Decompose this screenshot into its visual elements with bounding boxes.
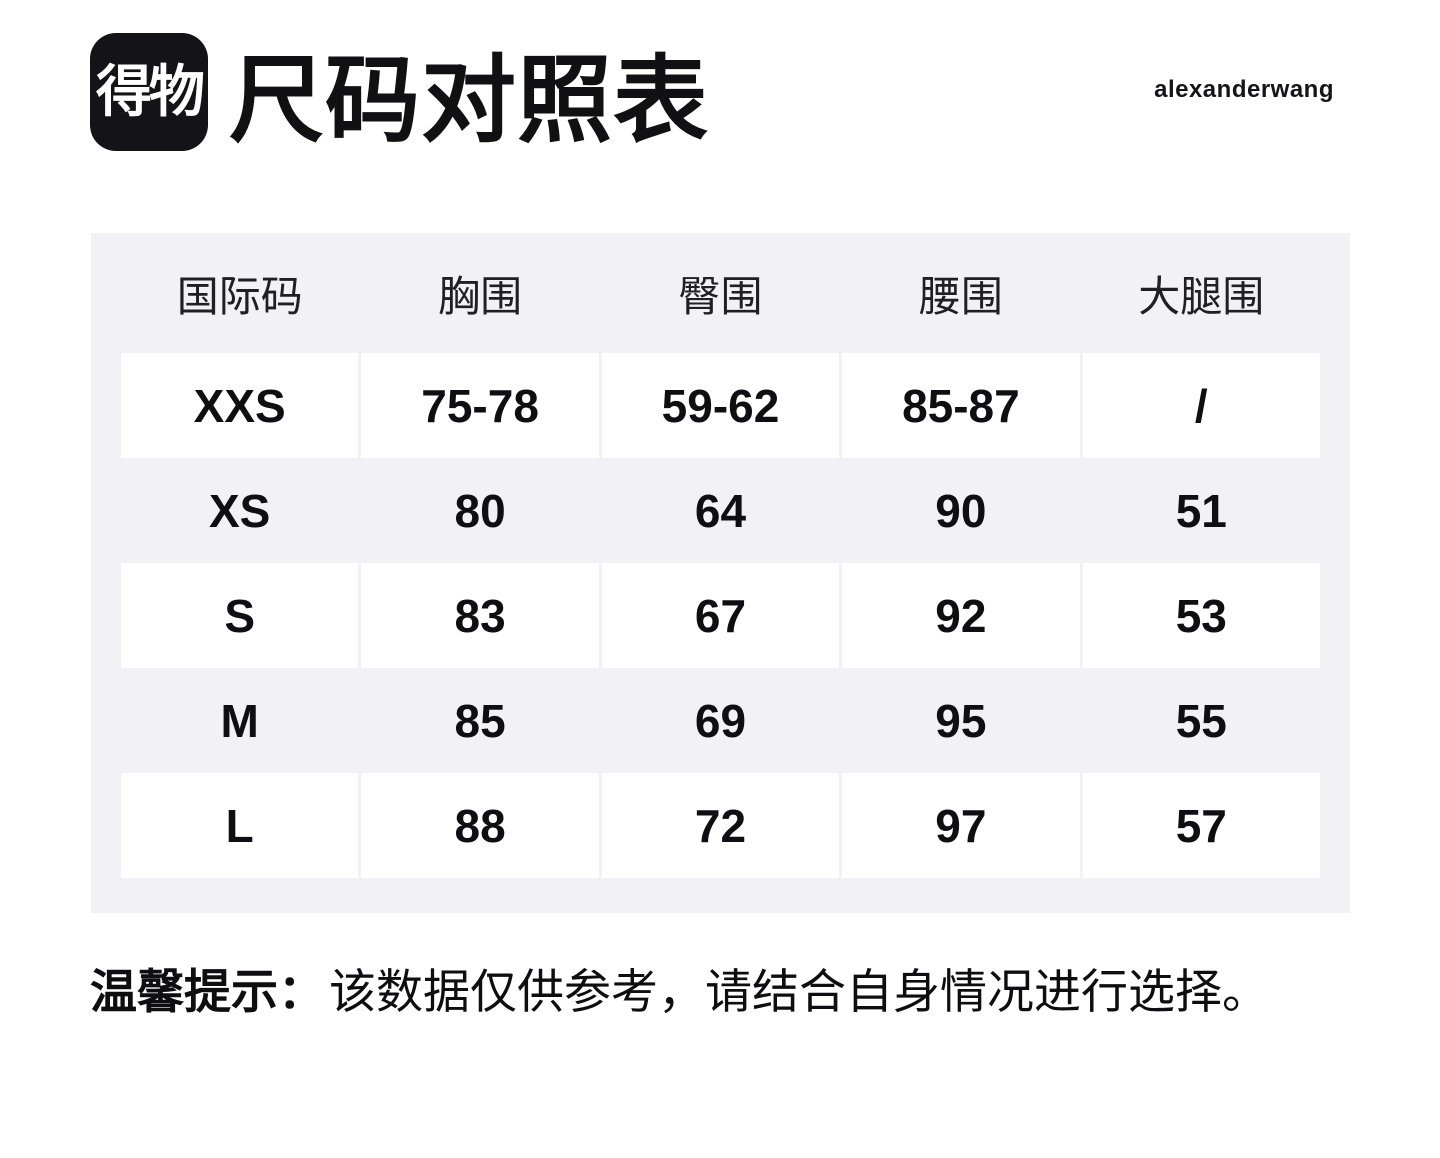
notice-text: 温馨提示：该数据仅供参考，请结合自身情况进行选择。 <box>90 963 1269 1022</box>
cell-thigh: 55 <box>1175 694 1227 747</box>
cell-hip: 69 <box>694 694 747 747</box>
dewu-logo: 得物 <box>90 33 208 151</box>
cell-size: XXS <box>121 353 359 458</box>
header-cell-hip: 臀围 <box>678 272 763 320</box>
dewu-logo-text: 得物 <box>96 60 205 123</box>
cell-size: XS <box>209 484 271 537</box>
cell-size: L <box>121 773 359 878</box>
cell-size: S <box>121 563 359 668</box>
header-cell-intl-size: 国际码 <box>176 272 303 320</box>
cell-thigh: 57 <box>1082 773 1320 878</box>
table-row-m: M 85 69 95 55 <box>121 668 1320 773</box>
table-header-row: 国际码 胸围 臀围 腰围 大腿围 <box>121 233 1320 353</box>
cell-hip: 59-62 <box>601 353 840 458</box>
header-cell-chest: 胸围 <box>438 272 523 320</box>
table-row-s: S 83 67 92 53 <box>121 563 1320 668</box>
cell-thigh: 53 <box>1082 563 1320 668</box>
page-title: 尺码对照表 <box>229 47 710 154</box>
header-cell-thigh: 大腿围 <box>1138 272 1265 320</box>
cell-chest: 75-78 <box>361 353 599 458</box>
cell-waist: 90 <box>935 484 987 537</box>
cell-chest: 80 <box>454 484 506 537</box>
cell-chest: 88 <box>361 773 599 878</box>
notice-body: 该数据仅供参考，请结合自身情况进行选择。 <box>329 965 1269 1018</box>
cell-thigh: / <box>1082 353 1320 458</box>
brand-wordmark: alexanderwang <box>1154 76 1334 103</box>
cell-thigh: 51 <box>1175 484 1227 537</box>
cell-waist: 92 <box>842 563 1080 668</box>
header-cell-waist: 腰围 <box>918 272 1003 320</box>
cell-size: M <box>220 694 259 747</box>
notice-label: 温馨提示： <box>90 965 325 1018</box>
table-row-l: L 88 72 97 57 <box>121 773 1320 878</box>
size-comparison-table: 国际码 胸围 臀围 腰围 大腿围 XXS 75-78 59-62 85-87 /… <box>91 233 1350 913</box>
table-row-xxs: XXS 75-78 59-62 85-87 / <box>121 353 1320 458</box>
cell-hip: 72 <box>601 773 840 878</box>
cell-hip: 64 <box>694 484 747 537</box>
cell-hip: 67 <box>601 563 840 668</box>
cell-chest: 83 <box>361 563 599 668</box>
cell-chest: 85 <box>454 694 506 747</box>
cell-waist: 85-87 <box>842 353 1080 458</box>
cell-waist: 95 <box>935 694 987 747</box>
table-row-xs: XS 80 64 90 51 <box>121 458 1320 563</box>
cell-waist: 97 <box>842 773 1080 878</box>
